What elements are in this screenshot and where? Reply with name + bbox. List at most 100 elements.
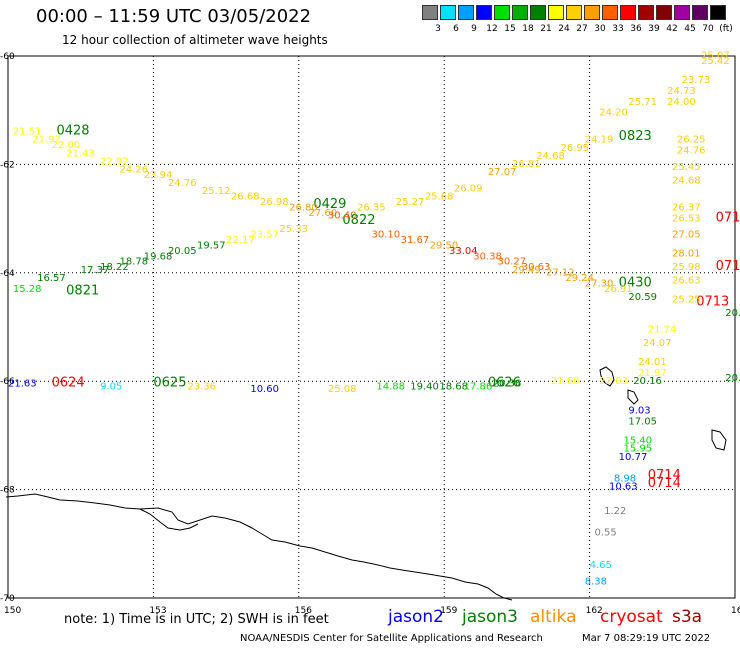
wave-height-label: 22.92	[100, 156, 129, 167]
wave-height-label: 27.07	[488, 167, 517, 178]
wave-height-label: 25.45	[672, 162, 701, 173]
wave-height-label: 23.36	[187, 381, 216, 392]
scale-label: (ft)	[719, 24, 733, 34]
wave-height-label: 26.37	[672, 202, 701, 213]
scale-label: 30	[594, 24, 606, 34]
map-subtitle: 12 hour collection of altimeter wave hei…	[62, 33, 328, 47]
y-tick-label: -60	[0, 52, 15, 62]
track-time-label: 0626	[488, 376, 521, 391]
wave-height-label: 26.81	[512, 159, 541, 170]
wave-height-label: 30.63	[522, 262, 551, 273]
scale-label: 39	[648, 24, 660, 34]
wave-height-label: 21.60	[551, 376, 580, 387]
wave-height-label: 25.68	[425, 192, 454, 203]
scale-swatch	[476, 5, 492, 20]
track-time-label: 0822	[342, 213, 375, 228]
scale-label: 21	[540, 24, 552, 34]
scale-swatch	[584, 5, 600, 20]
wave-height-label: 24.76	[677, 146, 706, 157]
satellite-cryosat: cryosat	[600, 607, 663, 627]
wave-height-label: 19.40	[410, 381, 439, 392]
scale-label: 33	[612, 24, 624, 34]
track-time-label: 0429	[313, 197, 346, 212]
wave-height-label: 23.94	[144, 170, 173, 181]
wave-height-label: 0.55	[594, 528, 616, 539]
wave-height-label: 17.37	[81, 265, 110, 276]
wave-height-label: 21.97	[638, 368, 667, 379]
scale-label: 18	[522, 24, 534, 34]
map-frame	[7, 55, 736, 599]
wave-height-label: 14.88	[376, 381, 405, 392]
wave-height-label: 15.40	[624, 436, 653, 447]
wave-height-label: 24.01	[638, 357, 667, 368]
scale-label: 24	[558, 24, 570, 34]
wave-height-label: 25.98	[672, 262, 701, 273]
wave-height-label: 26.68	[231, 192, 260, 203]
track-time-label: 0624	[52, 376, 85, 391]
y-tick-label: -70	[0, 594, 15, 604]
scale-label: 15	[504, 24, 516, 34]
wave-height-label: 25.33	[279, 224, 308, 235]
wave-height-label: 16.57	[37, 273, 66, 284]
track-time-label: 0428	[56, 124, 89, 139]
wave-height-label: 27.05	[672, 230, 701, 241]
wave-height-label: 28.01	[672, 249, 701, 260]
wave-height-label: 8.98	[614, 473, 636, 484]
satellite-altika: altika	[530, 607, 577, 627]
scale-label: 3	[435, 24, 441, 34]
scale-label: 27	[576, 24, 588, 34]
wave-height-label: 29.24	[565, 273, 594, 284]
wave-height-label: 24.07	[643, 338, 672, 349]
scale-swatch	[692, 5, 708, 20]
wave-height-label: 30.40	[328, 211, 357, 222]
scale-label: 6	[453, 24, 459, 34]
wave-height-label: 21.43	[66, 148, 95, 159]
y-tick-label: -62	[0, 160, 15, 170]
x-tick-label: 156	[295, 606, 312, 616]
wave-height-label: 20.16	[633, 376, 662, 387]
wave-height-label: 26.25	[677, 135, 706, 146]
wave-height-label: 18.68	[439, 381, 468, 392]
track-time-label: 0821	[66, 283, 99, 298]
scale-swatch	[638, 5, 654, 20]
wave-height-label: 1.22	[604, 506, 626, 517]
wave-height-label: 17.05	[628, 417, 657, 428]
wave-height-label: 21.74	[648, 324, 677, 335]
wave-height-label: 4.65	[590, 560, 612, 571]
wave-height-label: 10.60	[250, 384, 279, 395]
wave-height-label: 10.77	[619, 452, 648, 463]
island-outline-2	[711, 429, 727, 451]
wave-height-label: 23.57	[250, 230, 279, 241]
wave-height-label: 26.95	[561, 143, 590, 154]
x-tick-label: 150	[4, 606, 21, 616]
track-time-label: 0713	[696, 294, 729, 309]
wave-height-label: 19.57	[197, 240, 226, 251]
track-time-label: 0430	[619, 275, 652, 290]
wave-height-label: 33.04	[449, 246, 478, 257]
credit-line: NOAA/NESDIS Center for Satellite Applica…	[240, 633, 543, 644]
scale-swatch	[566, 5, 582, 20]
wave-height-label: 29.49	[512, 265, 541, 276]
scale-label: 36	[630, 24, 642, 34]
wave-height-label: 27.30	[585, 278, 614, 289]
scale-label: 12	[486, 24, 498, 34]
track-time-label: 0625	[153, 376, 186, 391]
scale-swatch	[512, 5, 528, 20]
wave-height-label: 22.17	[226, 235, 255, 246]
wave-height-label: 20.05	[168, 246, 197, 257]
scale-swatch	[530, 5, 546, 20]
scale-swatch	[548, 5, 564, 20]
y-tick-label: -64	[0, 269, 15, 279]
y-tick-label: -66	[0, 377, 15, 387]
wave-height-label: 26.63	[672, 276, 701, 287]
wave-height-label: 25.12	[202, 186, 231, 197]
map-title: 00:00 – 11:59 UTC 03/05/2022	[36, 6, 312, 27]
scale-swatch	[674, 5, 690, 20]
wave-height-label: 20.36	[493, 379, 522, 390]
coastline-inlet	[139, 508, 199, 531]
wave-height-label: 24.26	[119, 165, 148, 176]
scale-swatch	[602, 5, 618, 20]
